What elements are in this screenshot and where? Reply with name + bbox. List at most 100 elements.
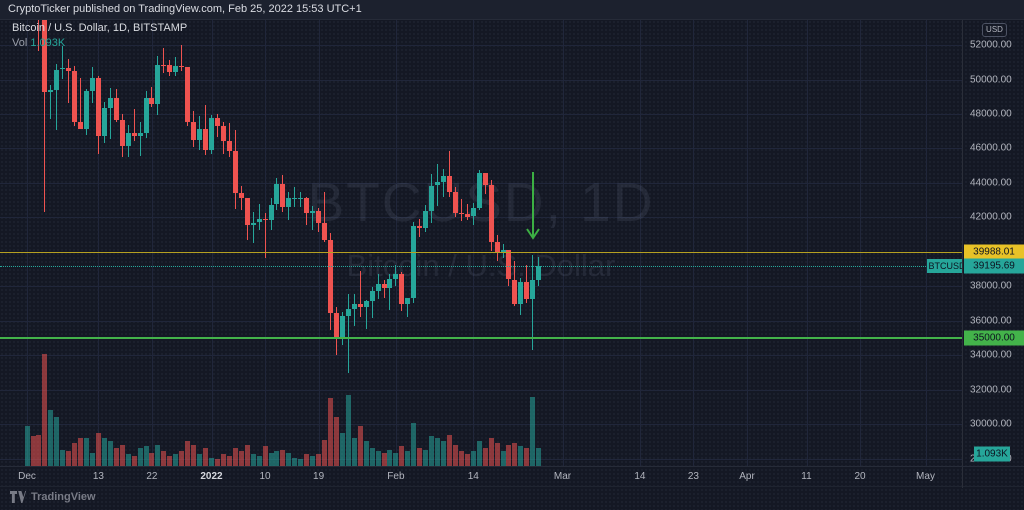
v-gridline xyxy=(693,20,695,466)
candle-body xyxy=(464,214,470,217)
volume-bar xyxy=(381,452,387,466)
candle-wick xyxy=(371,287,373,319)
candle-wick xyxy=(407,297,409,317)
volume-bar xyxy=(452,444,458,466)
h-gridline xyxy=(0,217,962,219)
candle-body xyxy=(238,193,244,199)
price-axis[interactable]: 52000.00 50000.00 48000.00 46000.00 44000.00… xyxy=(962,20,1024,466)
volume-bar xyxy=(173,454,179,466)
volume-bar xyxy=(143,446,149,466)
volume-bar xyxy=(78,437,84,466)
volume-bar xyxy=(351,437,357,466)
candle-body xyxy=(310,210,316,214)
tradingview-logo[interactable]: TradingView xyxy=(10,489,96,505)
volume-bar xyxy=(304,454,310,466)
candle-body xyxy=(125,132,131,146)
volume-bar xyxy=(66,451,72,466)
candle-wick xyxy=(389,273,391,310)
candle-body xyxy=(137,132,143,137)
volume-bar xyxy=(441,441,446,466)
v-gridline xyxy=(27,20,28,466)
h-gridline xyxy=(0,114,962,115)
candle-body xyxy=(304,198,310,214)
candle-body xyxy=(197,129,203,141)
candle-body xyxy=(191,121,197,141)
candle-body xyxy=(322,223,327,240)
currency-toggle-button[interactable]: USD xyxy=(982,23,1007,37)
volume-bar xyxy=(149,452,155,466)
volume-bar xyxy=(72,442,78,466)
v-gridline xyxy=(639,20,641,466)
legend-volume-row: Vol 1.093K xyxy=(12,37,187,49)
volume-bar xyxy=(42,353,48,466)
candle-body xyxy=(452,191,458,213)
candle-wick xyxy=(163,48,165,73)
time-axis[interactable]: Dec 13 22 2022 10 19 Feb 14 Mar 14 23 Apr 11 20 May xyxy=(0,466,1024,488)
candle-body xyxy=(500,250,506,252)
volume-bar xyxy=(518,446,524,466)
legend-symbol-title[interactable]: Bitcoin / U.S. Dollar, 1D, BITSTAMP xyxy=(12,22,188,34)
candle-body xyxy=(363,301,369,307)
volume-bar xyxy=(232,447,238,466)
price-tick-label: 44000.00 xyxy=(970,177,1012,189)
price-tick-label: 36000.00 xyxy=(970,315,1012,327)
candle-body xyxy=(60,68,66,70)
candle-body xyxy=(119,120,125,146)
volume-bar xyxy=(191,444,197,466)
volume-bar xyxy=(90,452,95,466)
volume-bar xyxy=(161,451,167,466)
price-tick-label: 30000.00 xyxy=(970,418,1012,430)
volume-bar xyxy=(488,437,494,466)
candle-body xyxy=(429,185,435,211)
volume-label: Vol xyxy=(12,37,28,49)
candle-body xyxy=(78,121,84,129)
candle-wick xyxy=(347,294,349,374)
volume-bar xyxy=(363,441,369,466)
time-tick-label: Mar xyxy=(553,471,572,482)
candle-body xyxy=(417,226,423,228)
time-tick-label: 11 xyxy=(801,471,812,482)
volume-bar xyxy=(339,433,345,466)
volume-bar xyxy=(375,451,381,466)
attribution-text: CryptoTicker published on TradingView.co… xyxy=(8,3,362,15)
volume-bar xyxy=(536,448,542,466)
time-tick-label: Apr xyxy=(739,471,755,482)
axis-corner-divider xyxy=(962,467,963,488)
volume-bar xyxy=(101,437,107,466)
candle-wick xyxy=(68,58,70,103)
candle-wick xyxy=(419,218,421,238)
candle-body xyxy=(387,278,393,289)
v-gridline xyxy=(98,20,100,466)
candle-wick xyxy=(532,254,534,351)
candle-wick xyxy=(460,199,462,222)
chart-legend[interactable]: Bitcoin / U.S. Dollar, 1D, BITSTAMP Vol … xyxy=(12,22,187,49)
volume-bar xyxy=(30,436,36,466)
candle-wick xyxy=(80,77,82,127)
time-tick-label: 13 xyxy=(92,471,104,482)
volume-bar xyxy=(125,454,131,466)
price-tick-label: 34000.00 xyxy=(970,349,1012,361)
volume-bar xyxy=(131,456,137,466)
volume-bar xyxy=(458,451,464,466)
volume-bar xyxy=(268,452,274,466)
candle-body xyxy=(518,282,524,304)
candle-body xyxy=(458,213,464,215)
v-gridline xyxy=(925,20,927,466)
candle-wick xyxy=(312,205,314,230)
volume-bar xyxy=(262,446,268,466)
candle-body xyxy=(435,182,441,186)
time-tick-label: 14 xyxy=(634,471,646,482)
volume-bar xyxy=(107,441,113,466)
candle-body xyxy=(399,274,405,305)
candle-wick xyxy=(38,20,40,51)
candle-body xyxy=(95,77,101,137)
volume-bar xyxy=(506,444,512,466)
price-tick-label: 48000.00 xyxy=(970,108,1012,120)
volume-bar xyxy=(250,454,256,466)
volume-bar xyxy=(84,437,89,466)
volume-bar xyxy=(220,454,226,466)
volume-bar xyxy=(48,409,54,466)
volume-value: 1.093K xyxy=(30,37,66,49)
volume-bar xyxy=(214,459,220,466)
candle-wick xyxy=(44,20,46,212)
